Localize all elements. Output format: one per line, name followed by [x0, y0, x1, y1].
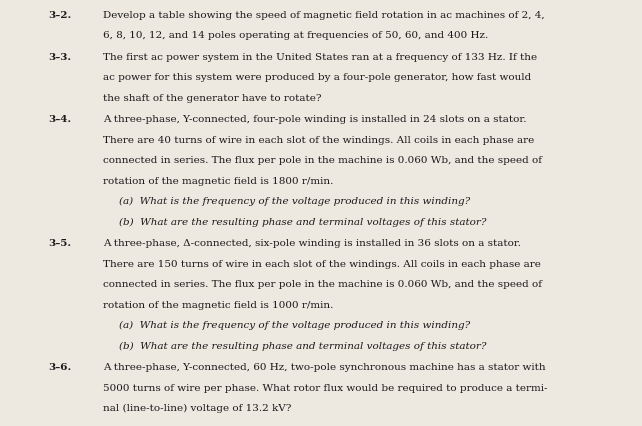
Text: A three-phase, Δ-connected, six-pole winding is installed in 36 slots on a stato: A three-phase, Δ-connected, six-pole win… [103, 239, 521, 248]
Text: 6, 8, 10, 12, and 14 poles operating at frequencies of 50, 60, and 400 Hz.: 6, 8, 10, 12, and 14 poles operating at … [103, 31, 488, 40]
Text: nal (line-to-line) voltage of 13.2 kV?: nal (line-to-line) voltage of 13.2 kV? [103, 404, 291, 413]
Text: 3–5.: 3–5. [48, 239, 71, 248]
Text: connected in series. The flux per pole in the machine is 0.060 Wb, and the speed: connected in series. The flux per pole i… [103, 280, 542, 289]
Text: 3–4.: 3–4. [48, 115, 71, 124]
Text: (b)  What are the resulting phase and terminal voltages of this stator?: (b) What are the resulting phase and ter… [119, 218, 486, 227]
Text: The first ac power system in the United States ran at a frequency of 133 Hz. If : The first ac power system in the United … [103, 53, 537, 62]
Text: 5000 turns of wire per phase. What rotor flux would be required to produce a ter: 5000 turns of wire per phase. What rotor… [103, 384, 547, 393]
Text: 3–3.: 3–3. [48, 53, 71, 62]
Text: 3–6.: 3–6. [48, 363, 71, 372]
Text: the shaft of the generator have to rotate?: the shaft of the generator have to rotat… [103, 94, 321, 103]
Text: (a)  What is the frequency of the voltage produced in this winding?: (a) What is the frequency of the voltage… [119, 197, 470, 206]
Text: 3–2.: 3–2. [48, 11, 71, 20]
Text: A three-phase, Y-connected, four-pole winding is installed in 24 slots on a stat: A three-phase, Y-connected, four-pole wi… [103, 115, 526, 124]
Text: There are 150 turns of wire in each slot of the windings. All coils in each phas: There are 150 turns of wire in each slot… [103, 260, 541, 269]
Text: (a)  What is the frequency of the voltage produced in this winding?: (a) What is the frequency of the voltage… [119, 321, 470, 330]
Text: Develop a table showing the speed of magnetic field rotation in ac machines of 2: Develop a table showing the speed of mag… [103, 11, 544, 20]
Text: (b)  What are the resulting phase and terminal voltages of this stator?: (b) What are the resulting phase and ter… [119, 342, 486, 351]
Text: rotation of the magnetic field is 1000 r/min.: rotation of the magnetic field is 1000 r… [103, 301, 333, 310]
Text: rotation of the magnetic field is 1800 r/min.: rotation of the magnetic field is 1800 r… [103, 177, 333, 186]
Text: connected in series. The flux per pole in the machine is 0.060 Wb, and the speed: connected in series. The flux per pole i… [103, 156, 542, 165]
Text: There are 40 turns of wire in each slot of the windings. All coils in each phase: There are 40 turns of wire in each slot … [103, 136, 534, 145]
Text: A three-phase, Y-connected, 60 Hz, two-pole synchronous machine has a stator wit: A three-phase, Y-connected, 60 Hz, two-p… [103, 363, 545, 372]
Text: ac power for this system were produced by a four-pole generator, how fast would: ac power for this system were produced b… [103, 73, 531, 82]
